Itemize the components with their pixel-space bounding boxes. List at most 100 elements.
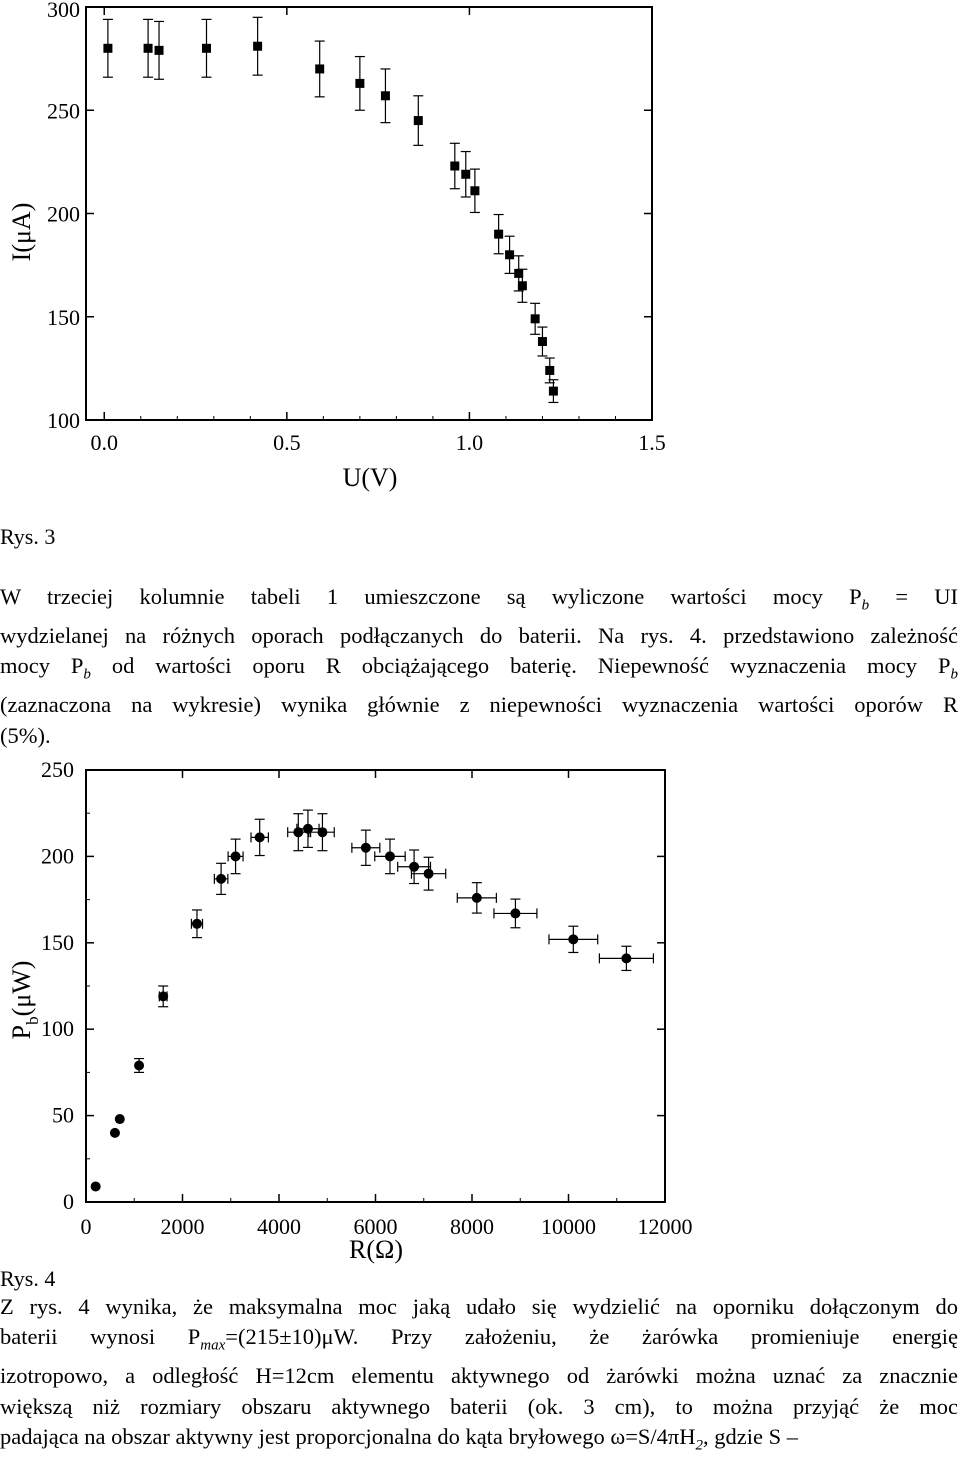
data-point	[314, 40, 325, 98]
x-tick-label: 0	[81, 1214, 92, 1239]
y-tick-label: 200	[47, 202, 80, 227]
text-line: wydzielanej na różnych oporach podłączan…	[0, 621, 958, 651]
square-marker	[545, 365, 555, 375]
text-run: baterii wynosi P	[0, 1324, 201, 1350]
data-point	[250, 818, 269, 857]
data-point	[517, 268, 528, 303]
data-point	[493, 898, 538, 929]
square-marker	[537, 337, 547, 347]
x-tick-label: 1.5	[638, 430, 666, 455]
text-line: Z rys. 4 wynika, że maksymalna moc jaką …	[0, 1292, 958, 1322]
text-run: , gdzie S –	[703, 1424, 799, 1450]
figure-caption-4: Rys. 4	[0, 1266, 56, 1291]
subscript: b	[861, 597, 870, 614]
circle-marker	[471, 892, 482, 903]
data-point	[397, 849, 432, 885]
x-tick-label: 1.0	[456, 430, 484, 455]
data-point	[154, 20, 165, 80]
y-tick-label: 50	[52, 1103, 74, 1128]
data-point	[252, 16, 263, 76]
data-point	[380, 68, 391, 124]
circle-marker	[191, 918, 202, 929]
y-axis-label: Pb(μW)	[7, 961, 42, 1040]
data-point	[143, 18, 154, 78]
x-tick-label: 0.5	[273, 430, 301, 455]
text-line: (zaznaczona na wykresie) wynika głównie …	[0, 690, 958, 720]
text-run: wydzielanej na różnych oporach podłączan…	[0, 622, 958, 648]
text-run: izotropowo, a odległość H=12cm elementu …	[0, 1363, 958, 1389]
x-tick-label: 0.0	[91, 430, 119, 455]
text-run: = UI	[869, 584, 959, 609]
data-point	[213, 862, 229, 896]
circle-marker	[216, 873, 227, 884]
x-tick-label: 10000	[541, 1214, 596, 1239]
y-tick-label: 300	[47, 0, 80, 22]
data-point	[374, 838, 406, 875]
square-marker	[202, 43, 212, 53]
x-tick-label: 12000	[638, 1214, 693, 1239]
circle-marker	[109, 1127, 120, 1138]
plot-frame	[85, 6, 653, 421]
circle-marker	[384, 851, 395, 862]
subscript: b	[950, 666, 958, 683]
y-tick-label: 100	[41, 1016, 74, 1041]
y-tick-label: 150	[47, 305, 80, 330]
circle-marker	[254, 832, 265, 843]
data-point	[158, 985, 169, 1008]
square-marker	[143, 43, 153, 53]
data-point	[410, 856, 447, 891]
square-marker	[470, 186, 480, 196]
text-run: padająca na obszar aktywny jest proporcj…	[0, 1424, 696, 1450]
y-tick-label: 0	[63, 1189, 74, 1214]
subscript: b	[83, 666, 91, 683]
data-point	[456, 882, 497, 914]
subscript: 2	[695, 1437, 704, 1454]
square-marker	[355, 78, 365, 88]
y-axis-label: I(μA)	[7, 203, 36, 262]
data-point	[109, 1127, 120, 1138]
text-line: izotropowo, a odległość H=12cm elementu …	[0, 1361, 958, 1391]
circle-marker	[423, 868, 434, 879]
chart-power-vs-resistance: 0 50 100 150 200 250 0 2000 4000 6000 8000 10000 120…	[7, 757, 693, 1264]
text-line: baterii wynosi Pmax=(215±10)μW. Przy zał…	[0, 1322, 958, 1361]
x-axis-label: R(Ω)	[349, 1235, 403, 1264]
data-point	[548, 379, 559, 404]
circle-marker	[568, 934, 579, 945]
y-tick-label: 250	[41, 757, 74, 782]
circle-marker	[293, 827, 304, 838]
circle-marker	[114, 1114, 125, 1125]
square-marker	[253, 41, 263, 51]
circle-marker	[230, 851, 241, 862]
data-point	[544, 357, 555, 384]
data-point	[493, 213, 504, 255]
data-point	[90, 1181, 101, 1192]
square-marker	[315, 64, 325, 74]
data-point	[201, 18, 212, 78]
square-marker	[413, 116, 423, 126]
text-line: (5%).	[0, 721, 958, 751]
square-marker	[517, 281, 527, 291]
data-point	[548, 925, 599, 954]
text-line: W trzeciej kolumnie tabeli 1 umieszczone…	[0, 582, 958, 621]
x-tick-label: 8000	[450, 1214, 494, 1239]
plot-frame	[85, 769, 666, 1203]
data-point	[469, 168, 480, 214]
data-point	[413, 95, 424, 146]
y-tick-label: 100	[47, 408, 80, 433]
square-marker	[514, 268, 524, 278]
data-point	[296, 809, 320, 849]
text-line: mocy Pb od wartości oporu R obciążająceg…	[0, 651, 958, 690]
data-point	[102, 18, 113, 78]
circle-marker	[317, 827, 328, 838]
data-point	[449, 142, 460, 190]
data-point	[354, 55, 365, 111]
square-marker	[103, 43, 113, 53]
square-marker	[380, 91, 390, 101]
paragraph-power: W trzeciej kolumnie tabeli 1 umieszczone…	[0, 582, 958, 751]
text-run: (zaznaczona na wykresie) wynika głównie …	[0, 692, 958, 718]
text-run: Z rys. 4 wynika, że maksymalna moc jaką …	[0, 1294, 958, 1319]
data-point	[227, 838, 244, 875]
data-point	[134, 1057, 145, 1073]
x-axis-label: U(V)	[343, 463, 398, 492]
data-point	[504, 235, 515, 274]
